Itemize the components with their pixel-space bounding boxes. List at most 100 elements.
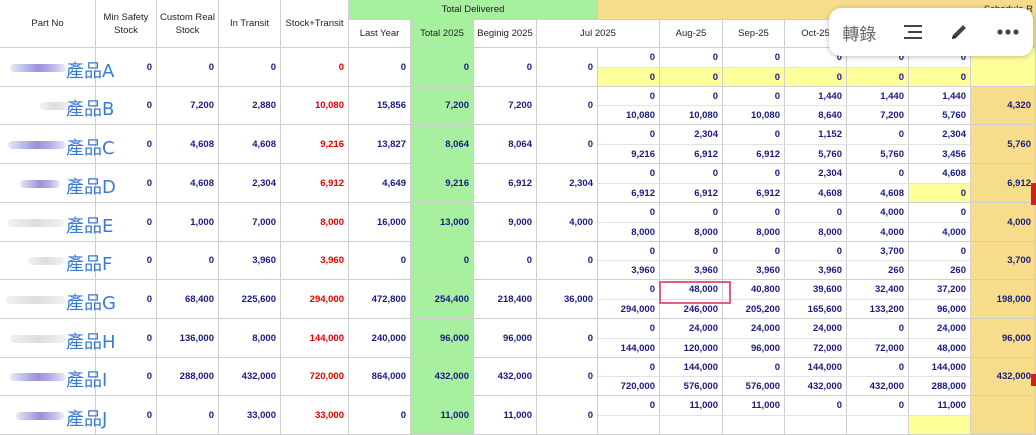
forecast-bottom-cell[interactable]: 72,000 xyxy=(785,339,847,358)
data-cell[interactable]: 472,800 xyxy=(349,280,411,319)
data-cell[interactable]: 225,600 xyxy=(219,280,281,319)
data-cell[interactable]: 3,960 xyxy=(219,242,281,280)
header-min-safety-stock[interactable]: Min Safety Stock xyxy=(96,0,157,48)
forecast-bottom-cell[interactable]: 3,960 xyxy=(785,261,847,280)
forecast-top-cell[interactable]: 0 xyxy=(598,319,660,339)
forecast-bottom-cell[interactable]: 144,000 xyxy=(598,339,660,358)
data-cell[interactable]: 96,000 xyxy=(474,319,537,358)
forecast-top-cell[interactable]: 0 xyxy=(723,125,785,145)
data-cell[interactable]: 0 xyxy=(219,48,281,87)
data-cell[interactable]: 0 xyxy=(474,48,537,87)
header-custom-real-stock[interactable]: Custom Real Stock xyxy=(157,0,219,48)
forecast-top-cell[interactable]: 24,000 xyxy=(785,319,847,339)
forecast-top-cell[interactable]: 0 xyxy=(723,358,785,377)
data-cell[interactable]: 2,304 xyxy=(537,164,598,203)
forecast-top-cell[interactable]: 0 xyxy=(598,242,660,261)
data-cell[interactable]: 7,000 xyxy=(219,203,281,242)
forecast-top-cell[interactable]: 24,000 xyxy=(723,319,785,339)
forecast-top-cell[interactable]: 0 xyxy=(847,396,909,416)
more-icon[interactable] xyxy=(996,16,1020,48)
forecast-top-cell[interactable]: 0 xyxy=(909,203,971,223)
data-cell[interactable]: 33,000 xyxy=(281,396,349,435)
data-cell[interactable]: 9,216 xyxy=(281,125,349,164)
forecast-top-cell[interactable]: 4,608 xyxy=(909,164,971,184)
part-no-cell[interactable] xyxy=(0,164,96,203)
part-no-cell[interactable] xyxy=(0,358,96,396)
schedule-tail-cell[interactable]: 198,000 xyxy=(971,280,1036,319)
forecast-top-cell[interactable]: 0 xyxy=(660,87,723,106)
forecast-bottom-cell[interactable]: 720,000 xyxy=(598,377,660,396)
data-cell[interactable]: 136,000 xyxy=(157,319,219,358)
forecast-top-cell[interactable]: 0 xyxy=(660,164,723,184)
forecast-bottom-cell[interactable]: 8,000 xyxy=(598,223,660,242)
data-cell[interactable]: 432,000 xyxy=(219,358,281,396)
forecast-bottom-cell[interactable]: 0 xyxy=(598,68,660,87)
forecast-bottom-cell[interactable]: 5,760 xyxy=(909,106,971,125)
data-cell[interactable]: 0 xyxy=(537,319,598,358)
forecast-top-cell[interactable]: 0 xyxy=(660,203,723,223)
schedule-tail-cell[interactable]: 4,000 xyxy=(971,203,1036,242)
data-cell[interactable]: 218,400 xyxy=(474,280,537,319)
data-cell[interactable]: 33,000 xyxy=(219,396,281,435)
data-cell[interactable]: 7,200 xyxy=(474,87,537,125)
forecast-bottom-cell[interactable]: 0 xyxy=(909,184,971,203)
forecast-top-cell[interactable]: 0 xyxy=(723,164,785,184)
forecast-bottom-cell[interactable]: 0 xyxy=(785,68,847,87)
forecast-bottom-cell[interactable]: 294,000 xyxy=(598,300,660,319)
header-part-no[interactable]: Part No xyxy=(0,0,96,48)
data-cell[interactable]: 3,960 xyxy=(281,242,349,280)
forecast-top-cell[interactable]: 0 xyxy=(785,203,847,223)
forecast-top-cell[interactable]: 1,440 xyxy=(909,87,971,106)
forecast-bottom-cell[interactable]: 0 xyxy=(847,68,909,87)
forecast-top-cell[interactable]: 39,600 xyxy=(785,280,847,300)
forecast-top-cell[interactable]: 0 xyxy=(909,242,971,261)
data-cell[interactable]: 720,000 xyxy=(281,358,349,396)
forecast-bottom-cell[interactable]: 8,000 xyxy=(785,223,847,242)
part-no-cell[interactable] xyxy=(0,319,96,358)
forecast-bottom-cell[interactable]: 10,080 xyxy=(660,106,723,125)
data-cell[interactable]: 4,608 xyxy=(157,164,219,203)
header-sep-25[interactable]: Sep-25 xyxy=(723,20,785,48)
forecast-bottom-cell[interactable]: 6,912 xyxy=(660,184,723,203)
list-icon[interactable] xyxy=(903,16,923,48)
forecast-bottom-cell[interactable]: 7,200 xyxy=(847,106,909,125)
forecast-bottom-cell[interactable] xyxy=(785,416,847,435)
forecast-top-cell[interactable]: 0 xyxy=(723,48,785,68)
forecast-bottom-cell[interactable]: 6,912 xyxy=(598,184,660,203)
data-cell[interactable]: 1,000 xyxy=(157,203,219,242)
data-cell[interactable]: 2,880 xyxy=(219,87,281,125)
data-cell[interactable]: 0 xyxy=(537,358,598,396)
forecast-top-cell[interactable]: 4,000 xyxy=(847,203,909,223)
forecast-top-cell[interactable]: 0 xyxy=(847,319,909,339)
data-cell[interactable]: 0 xyxy=(96,203,157,242)
data-cell[interactable]: 8,064 xyxy=(411,125,474,164)
data-cell[interactable]: 8,000 xyxy=(281,203,349,242)
forecast-top-cell[interactable]: 0 xyxy=(598,280,660,300)
data-cell[interactable]: 0 xyxy=(96,125,157,164)
forecast-top-cell[interactable]: 144,000 xyxy=(785,358,847,377)
forecast-bottom-cell[interactable]: 4,000 xyxy=(909,223,971,242)
forecast-top-cell[interactable]: 0 xyxy=(660,48,723,68)
forecast-bottom-cell[interactable]: 260 xyxy=(847,261,909,280)
forecast-top-cell[interactable]: 0 xyxy=(598,396,660,416)
data-cell[interactable]: 432,000 xyxy=(474,358,537,396)
data-cell[interactable]: 7,200 xyxy=(411,87,474,125)
data-cell[interactable]: 0 xyxy=(96,164,157,203)
data-cell[interactable]: 0 xyxy=(349,242,411,280)
data-cell[interactable]: 6,912 xyxy=(474,164,537,203)
forecast-bottom-cell[interactable] xyxy=(598,416,660,435)
data-cell[interactable]: 0 xyxy=(537,48,598,87)
forecast-top-cell[interactable]: 0 xyxy=(847,358,909,377)
forecast-top-cell[interactable]: 1,152 xyxy=(785,125,847,145)
data-cell[interactable]: 4,649 xyxy=(349,164,411,203)
data-cell[interactable]: 10,080 xyxy=(281,87,349,125)
forecast-bottom-cell[interactable]: 8,000 xyxy=(723,223,785,242)
schedule-tail-cell[interactable]: 5,760 xyxy=(971,125,1036,164)
forecast-bottom-cell[interactable]: 3,960 xyxy=(723,261,785,280)
header-total-delivered[interactable]: Total Delivered xyxy=(349,0,598,20)
data-cell[interactable]: 0 xyxy=(349,48,411,87)
translate-button[interactable]: 轉錄 xyxy=(842,24,877,44)
forecast-bottom-cell[interactable]: 260 xyxy=(909,261,971,280)
forecast-top-cell[interactable]: 24,000 xyxy=(660,319,723,339)
data-cell[interactable]: 2,304 xyxy=(219,164,281,203)
